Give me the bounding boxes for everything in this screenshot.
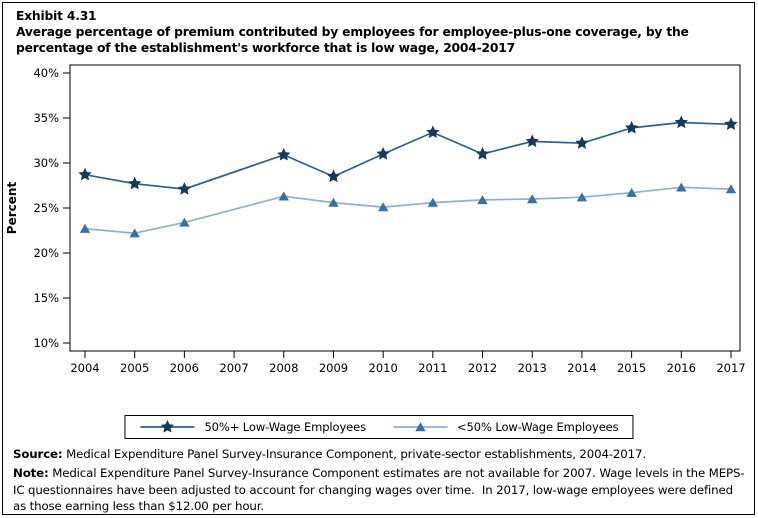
star-data-point bbox=[475, 147, 490, 160]
star-data-point bbox=[674, 115, 688, 129]
x-tick-label: 2005 bbox=[120, 361, 149, 375]
x-tick-label: 2006 bbox=[170, 361, 199, 375]
source-text: Medical Expenditure Panel Survey-Insuran… bbox=[62, 447, 646, 461]
triangle-data-point bbox=[278, 191, 289, 201]
chart-legend: 50%+ Low-Wage Employees <50% Low-Wage Em… bbox=[124, 415, 634, 439]
page-title: Average percentage of premium contribute… bbox=[16, 24, 689, 55]
x-tick-label: 2014 bbox=[567, 361, 596, 375]
legend-item-under50: <50% Low-Wage Employees bbox=[392, 419, 619, 435]
triangle-data-point bbox=[626, 187, 637, 197]
note-label: Note: bbox=[13, 466, 49, 481]
x-tick-label: 2010 bbox=[369, 361, 398, 375]
footnotes: Source: Medical Expenditure Panel Survey… bbox=[13, 446, 749, 517]
legend-label: <50% Low-Wage Employees bbox=[457, 420, 619, 434]
triangle-data-point bbox=[79, 223, 91, 233]
triangle-data-point bbox=[427, 197, 438, 207]
note-line: Note: Medical Expenditure Panel Survey-I… bbox=[13, 465, 749, 514]
exhibit-number: Exhibit 4.31 bbox=[16, 9, 97, 23]
y-tick-label: 20% bbox=[33, 246, 59, 260]
series-triangle bbox=[79, 182, 737, 238]
star-data-point bbox=[624, 120, 639, 134]
triangle-data-point bbox=[129, 228, 140, 238]
x-tick-label: 2015 bbox=[617, 361, 646, 375]
triangle-data-point bbox=[676, 182, 687, 192]
star-data-point bbox=[376, 147, 390, 160]
star-data-point bbox=[525, 134, 539, 148]
series-star bbox=[78, 115, 738, 195]
y-tick-label: 10% bbox=[33, 336, 59, 350]
y-tick-label: 25% bbox=[33, 201, 59, 215]
y-tick-label: 15% bbox=[33, 291, 59, 305]
triangle-data-point bbox=[477, 195, 488, 205]
y-tick-label: 40% bbox=[33, 66, 59, 80]
star-data-point bbox=[724, 117, 738, 130]
triangle-marker-icon bbox=[393, 422, 447, 432]
line-chart: 10% 15% 20% 25% 30% 35% 40% Percent 2004 2005 2006… bbox=[5, 64, 746, 375]
x-tick-label: 2011 bbox=[418, 361, 447, 375]
x-tick-label: 2013 bbox=[518, 361, 547, 375]
source-label: Source: bbox=[13, 447, 63, 461]
legend-label: 50%+ Low-Wage Employees bbox=[204, 420, 366, 434]
y-axis-title: Percent bbox=[5, 182, 19, 235]
star-marker-icon bbox=[140, 420, 195, 433]
x-tick-label: 2008 bbox=[269, 361, 298, 375]
x-tick-label: 2012 bbox=[468, 361, 497, 375]
x-tick-label: 2004 bbox=[70, 361, 99, 375]
chart-header: Exhibit 4.31 Average percentage of premi… bbox=[16, 9, 746, 57]
star-data-point bbox=[426, 125, 440, 139]
x-tick-label: 2016 bbox=[667, 361, 696, 375]
triangle-data-point bbox=[179, 217, 190, 227]
source-line: Source: Medical Expenditure Panel Survey… bbox=[13, 446, 749, 462]
y-tick-label: 35% bbox=[33, 111, 59, 125]
x-tick-label: 2009 bbox=[319, 361, 348, 375]
plot-frame bbox=[69, 64, 741, 352]
x-axis: 2004 2005 2006 2007 2008 2009 2010 2011 2012 2013… bbox=[70, 351, 746, 375]
y-tick-label: 30% bbox=[33, 156, 59, 170]
star-data-point bbox=[575, 136, 589, 149]
x-tick-label: 2007 bbox=[219, 361, 248, 375]
star-data-point bbox=[128, 176, 142, 190]
triangle-data-point bbox=[527, 194, 538, 204]
star-data-point bbox=[177, 182, 192, 195]
triangle-data-point bbox=[725, 184, 737, 194]
star-data-point bbox=[326, 169, 341, 183]
star-data-point bbox=[277, 147, 291, 161]
note-text: Medical Expenditure Panel Survey-Insuran… bbox=[13, 466, 745, 513]
triangle-data-point bbox=[378, 202, 389, 212]
triangle-data-point bbox=[328, 197, 339, 207]
legend-item-50plus: 50%+ Low-Wage Employees bbox=[139, 419, 366, 435]
y-axis: 10% 15% 20% 25% 30% 35% 40% Percent bbox=[5, 66, 70, 350]
x-tick-label: 2017 bbox=[716, 361, 745, 375]
triangle-data-point bbox=[576, 192, 588, 202]
star-data-point bbox=[78, 167, 92, 181]
